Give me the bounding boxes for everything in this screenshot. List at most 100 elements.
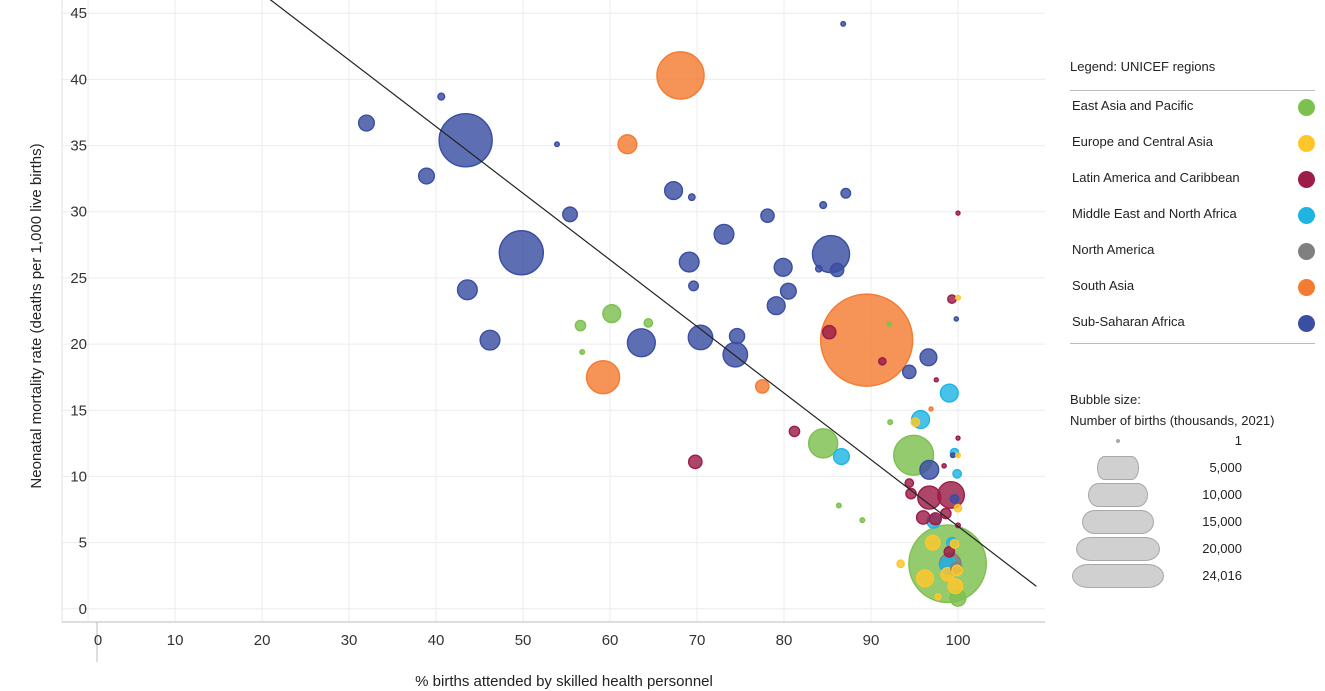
data-point[interactable] <box>859 517 866 524</box>
data-point[interactable] <box>928 512 943 526</box>
legend-item-label: North America <box>1072 242 1155 257</box>
data-point[interactable] <box>955 452 962 459</box>
data-point[interactable] <box>919 348 938 367</box>
size-legend-swatch <box>1097 456 1139 480</box>
data-point[interactable] <box>688 280 700 292</box>
data-point[interactable] <box>951 564 963 577</box>
data-point[interactable] <box>788 425 801 438</box>
data-point[interactable] <box>886 321 892 327</box>
data-point[interactable] <box>917 485 942 510</box>
data-point[interactable] <box>760 208 775 224</box>
data-point[interactable] <box>896 559 905 569</box>
data-point[interactable] <box>955 294 962 301</box>
legend-item[interactable]: Sub-Saharan Africa <box>1070 306 1315 342</box>
data-point[interactable] <box>626 328 656 358</box>
data-point[interactable] <box>754 379 770 394</box>
legend-swatch <box>1298 171 1315 188</box>
data-point[interactable] <box>819 293 914 387</box>
data-point[interactable] <box>952 468 963 479</box>
legend-item[interactable]: East Asia and Pacific <box>1070 90 1315 126</box>
y-tick-label: 35 <box>70 138 87 155</box>
data-point[interactable] <box>713 223 735 245</box>
data-point[interactable] <box>919 459 940 480</box>
data-point[interactable] <box>479 329 501 351</box>
data-point[interactable] <box>915 569 935 588</box>
legend-item-label: East Asia and Pacific <box>1072 98 1194 113</box>
data-point[interactable] <box>835 502 842 509</box>
data-point[interactable] <box>807 428 839 459</box>
data-point[interactable] <box>357 114 376 132</box>
data-point[interactable] <box>943 546 956 558</box>
data-point[interactable] <box>456 279 478 301</box>
data-point[interactable] <box>887 419 894 426</box>
size-legend-swatch <box>1072 564 1164 588</box>
data-point[interactable] <box>910 417 921 428</box>
y-tick-label: 25 <box>70 270 87 287</box>
data-point[interactable] <box>947 294 957 304</box>
legend-item[interactable]: Latin America and Caribbean <box>1070 162 1315 198</box>
data-point[interactable] <box>687 454 703 470</box>
data-point[interactable] <box>574 319 587 332</box>
data-point[interactable] <box>947 578 964 595</box>
data-point[interactable] <box>941 463 947 469</box>
data-point[interactable] <box>687 193 696 202</box>
data-point[interactable] <box>437 92 446 101</box>
data-point[interactable] <box>949 539 960 549</box>
data-point[interactable] <box>955 210 961 216</box>
data-point[interactable] <box>953 503 963 513</box>
legend-item[interactable]: Middle East and North Africa <box>1070 198 1315 234</box>
data-point[interactable] <box>832 448 850 466</box>
data-point[interactable] <box>678 251 700 273</box>
data-point[interactable] <box>643 318 654 328</box>
data-point[interactable] <box>579 349 586 356</box>
data-point[interactable] <box>562 206 578 223</box>
data-point[interactable] <box>728 327 746 345</box>
data-point[interactable] <box>937 480 966 509</box>
y-tick-label: 5 <box>79 535 87 552</box>
data-point[interactable] <box>553 141 560 148</box>
data-point[interactable] <box>939 383 959 403</box>
y-tick-label: 45 <box>70 5 87 22</box>
data-point[interactable] <box>933 377 939 383</box>
data-point[interactable] <box>904 478 915 488</box>
data-point[interactable] <box>814 264 823 273</box>
legend-swatch <box>1298 99 1315 116</box>
y-tick-label: 30 <box>70 204 87 221</box>
data-point[interactable] <box>687 324 714 351</box>
data-point[interactable] <box>417 167 436 185</box>
data-point[interactable] <box>773 257 793 277</box>
data-point[interactable] <box>602 304 622 324</box>
data-point[interactable] <box>829 262 845 278</box>
data-point[interactable] <box>949 452 956 459</box>
legend-item-label: Latin America and Caribbean <box>1072 170 1240 185</box>
data-point[interactable] <box>766 296 786 316</box>
data-point[interactable] <box>821 324 837 340</box>
data-point[interactable] <box>934 593 942 601</box>
data-point[interactable] <box>617 134 638 155</box>
legend-item[interactable]: South Asia <box>1070 270 1315 306</box>
data-point[interactable] <box>840 20 847 27</box>
data-point[interactable] <box>779 282 797 300</box>
x-tick-label: 10 <box>167 632 184 649</box>
size-legend-label: 24,016 <box>1202 568 1242 583</box>
data-point[interactable] <box>901 364 917 380</box>
legend-swatch <box>1298 207 1315 224</box>
legend-item[interactable]: Europe and Central Asia <box>1070 126 1315 162</box>
data-point[interactable] <box>955 435 961 441</box>
data-point[interactable] <box>915 510 931 525</box>
data-point[interactable] <box>953 316 960 322</box>
data-point[interactable] <box>656 51 705 100</box>
data-point[interactable] <box>663 180 684 201</box>
data-point[interactable] <box>840 187 852 199</box>
data-point[interactable] <box>585 359 621 395</box>
data-point[interactable] <box>722 341 749 368</box>
data-point[interactable] <box>928 406 934 412</box>
data-point[interactable] <box>819 201 828 210</box>
data-point[interactable] <box>949 494 960 504</box>
data-point[interactable] <box>877 356 887 366</box>
data-point[interactable] <box>438 113 493 168</box>
data-point[interactable] <box>498 230 545 276</box>
data-point[interactable] <box>924 534 941 551</box>
legend-item[interactable]: North America <box>1070 234 1315 270</box>
bubble-layer <box>357 20 987 607</box>
